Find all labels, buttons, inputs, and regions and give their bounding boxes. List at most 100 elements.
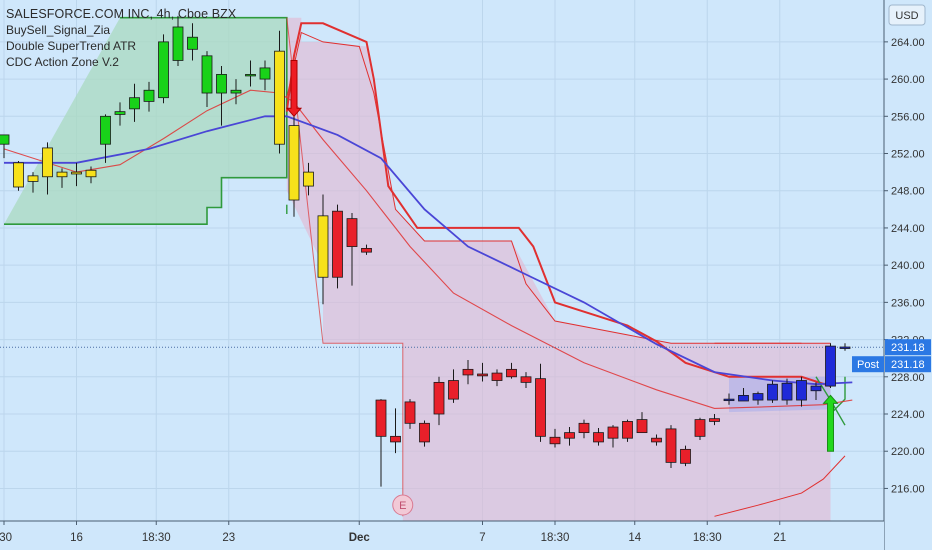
last-price-badge	[885, 339, 931, 356]
candle-body	[535, 378, 546, 437]
candle-body	[506, 368, 517, 378]
sell-arrow-icon	[285, 60, 303, 118]
candle-body	[201, 55, 213, 94]
candle-body	[143, 89, 155, 102]
candle-body	[216, 74, 227, 94]
price-tick-label: 244.00	[891, 223, 925, 235]
candle-body	[433, 381, 445, 415]
time-tick-label: :30	[0, 532, 12, 544]
time-tick-label: 18:30	[541, 532, 570, 544]
candle-body	[346, 218, 358, 247]
candle-body	[85, 169, 97, 178]
candle-body	[13, 162, 24, 188]
candle-body	[390, 435, 401, 443]
time-tick-label: 21	[773, 532, 786, 544]
supertrend-red-lower	[286, 31, 802, 344]
candle-body	[839, 346, 851, 349]
candle-body	[42, 147, 53, 178]
post-label-badge	[852, 356, 884, 373]
candle-body	[158, 41, 169, 99]
price-badges: 231.18 Post 231.18	[852, 339, 931, 373]
post-price-value: 231.18	[891, 359, 925, 371]
price-tick-label: 236.00	[891, 297, 925, 309]
candle-body	[665, 428, 677, 463]
time-tick-label: 18:30	[142, 532, 171, 544]
price-axis[interactable]: USD216.00220.00224.00228.00232.00236.002…	[883, 0, 932, 550]
last-price-value: 231.18	[891, 342, 925, 354]
candle-body	[419, 422, 430, 443]
chart-legend: SALESFORCE.COM INC, 4h, Cboe BZX BuySell…	[6, 6, 236, 70]
candle-body	[578, 422, 590, 434]
time-tick-label: 23	[222, 532, 235, 544]
candle-body	[636, 419, 648, 434]
candle-body	[680, 448, 691, 464]
candle-body	[825, 345, 836, 387]
price-tick-label: 264.00	[891, 37, 925, 49]
currency-box[interactable]	[888, 4, 926, 26]
candle-body	[56, 171, 68, 178]
candle-body	[622, 421, 633, 439]
post-price-badge	[885, 356, 931, 373]
ema-blue-line	[4, 115, 853, 386]
time-tick-label: 7	[479, 532, 485, 544]
indicator-supertrend[interactable]: Double SuperTrend ATR	[6, 39, 137, 53]
candle-body	[477, 373, 488, 377]
candle-body	[593, 432, 604, 443]
price-tick-label: 252.00	[891, 149, 925, 161]
time-tick-label: 18:30	[693, 532, 722, 544]
price-tick-label: 216.00	[891, 483, 925, 495]
price-tick-label: 228.00	[891, 372, 925, 384]
price-tick-label: 240.00	[891, 260, 925, 272]
candle-body	[781, 382, 793, 401]
candle-body	[245, 74, 256, 77]
indicator-zones	[4, 17, 831, 521]
signal-arrows: E	[285, 60, 839, 516]
candle-body	[274, 50, 285, 145]
earnings-marker-label: E	[399, 500, 406, 512]
ema-red-line	[3, 89, 853, 409]
candle-body	[564, 432, 575, 439]
indicator-buysell[interactable]: BuySell_Signal_Zia	[6, 23, 111, 37]
price-tick-label: 256.00	[891, 111, 925, 123]
price-tick-label: 260.00	[891, 74, 925, 86]
candle-body	[172, 26, 184, 61]
price-tick-label: 224.00	[891, 409, 925, 421]
candle-body	[375, 399, 387, 437]
candle-body	[317, 215, 329, 278]
time-tick-label: Dec	[349, 532, 371, 544]
candle-body	[303, 171, 314, 187]
candle-body	[607, 426, 619, 439]
symbol-title[interactable]: SALESFORCE.COM INC, 4h, Cboe BZX	[6, 7, 237, 21]
buy-arrow-icon	[822, 394, 839, 452]
candle-body	[462, 368, 474, 376]
time-axis[interactable]: :30 16 18:30 23 Dec 7 18:30 14 18:30 21	[0, 520, 884, 550]
candle-body	[796, 380, 807, 401]
post-label: Post	[857, 359, 879, 371]
candle-body	[404, 401, 416, 424]
candle-body	[230, 89, 242, 94]
candle-body	[100, 115, 111, 145]
candle-body	[651, 437, 662, 443]
candle-body	[129, 97, 140, 110]
candle-body	[709, 418, 720, 422]
price-tick-label: 220.00	[891, 446, 925, 458]
candle-body	[448, 380, 459, 400]
currency-label: USD	[895, 10, 918, 22]
time-axis-bg	[0, 521, 884, 550]
candle-body	[361, 248, 372, 253]
candle-body	[723, 398, 735, 402]
indicator-cdc[interactable]: CDC Action Zone V.2	[6, 55, 119, 69]
candle-body	[114, 111, 126, 115]
red-zone	[286, 17, 831, 521]
candle-body	[0, 134, 10, 145]
candle-body	[491, 372, 503, 381]
candle-body	[810, 385, 822, 392]
time-tick-label: 14	[628, 532, 641, 544]
supertrend-red-bottom	[714, 455, 846, 517]
earnings-marker-icon	[392, 494, 414, 516]
price-tick-label: 248.00	[891, 186, 925, 198]
time-tick-label: 16	[70, 532, 83, 544]
candle-body	[259, 67, 271, 80]
